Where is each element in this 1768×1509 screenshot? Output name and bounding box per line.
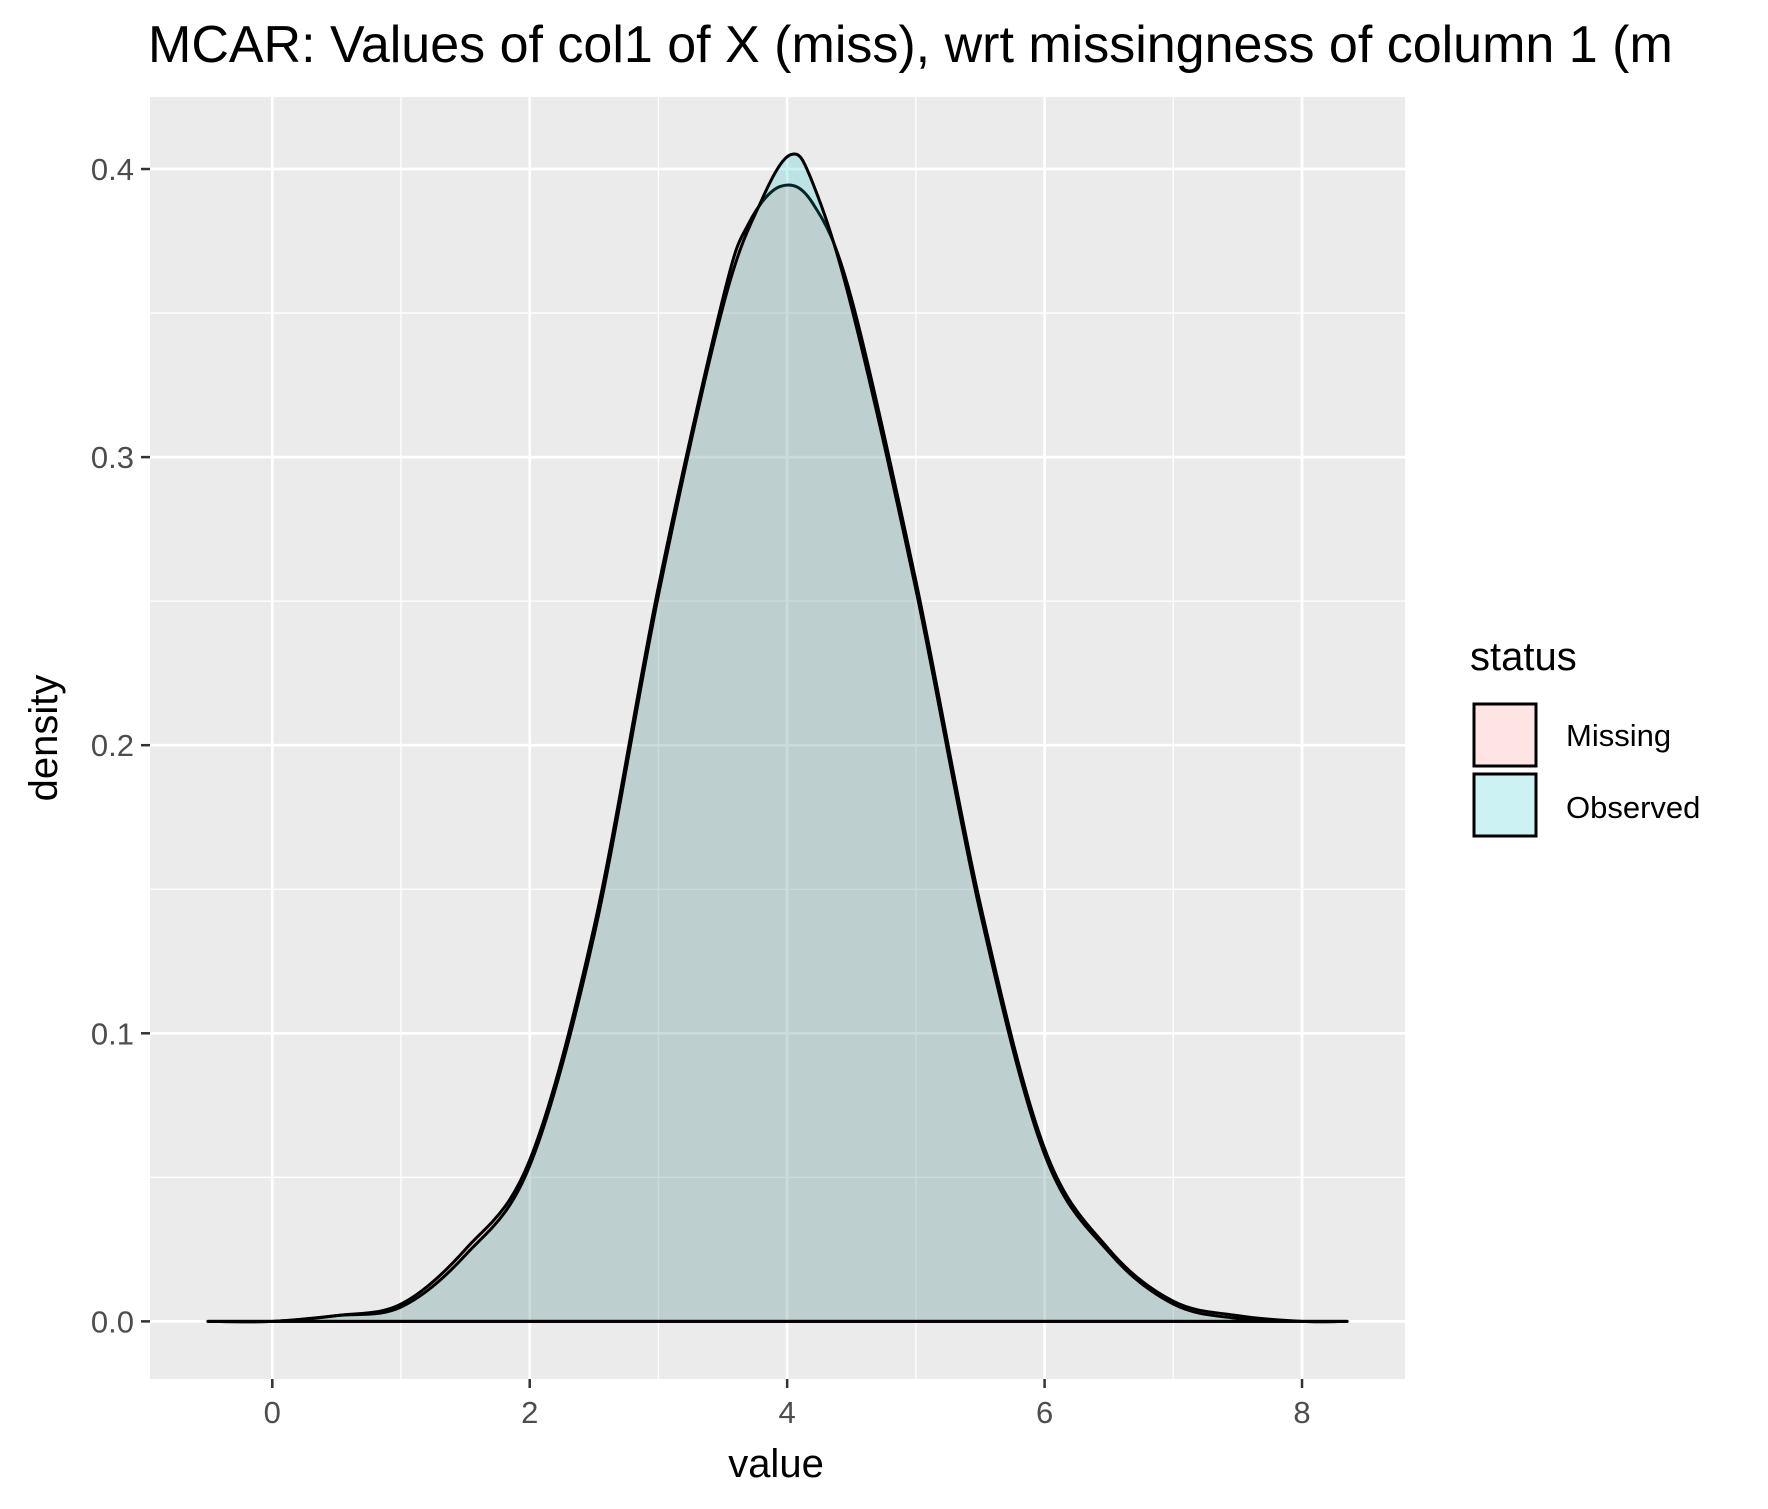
plot-panel xyxy=(150,97,1405,1379)
tick-labels: 0 2 4 6 8 0.0 0.1 0.2 0.3 0.4 xyxy=(91,152,1311,1430)
legend-key-missing xyxy=(1472,702,1538,768)
y-axis-title: density xyxy=(22,675,66,802)
chart-title: MCAR: Values of col1 of X (miss), wrt mi… xyxy=(148,16,1673,74)
x-tick-label: 0 xyxy=(264,1395,281,1430)
legend-label-observed: Observed xyxy=(1566,790,1700,825)
x-tick-label: 8 xyxy=(1293,1395,1310,1430)
axis-ticks xyxy=(141,167,1304,1388)
legend-key-missing-bg xyxy=(1472,702,1538,768)
legend-key-observed-bg xyxy=(1472,772,1538,838)
legend-key-observed xyxy=(1472,772,1538,838)
y-tick-label: 0.3 xyxy=(91,440,134,475)
minor-gridlines xyxy=(150,97,1405,1379)
y-tick-label: 0.4 xyxy=(91,152,134,187)
x-axis-title: value xyxy=(728,1442,824,1486)
legend-label-missing: Missing xyxy=(1566,718,1671,753)
y-tick-label: 0.1 xyxy=(91,1016,134,1051)
x-tick-label: 4 xyxy=(779,1395,796,1430)
y-tick-label: 0.2 xyxy=(91,728,134,763)
density-areas xyxy=(206,152,1349,1324)
legend: status Missing Observed xyxy=(1470,635,1700,838)
y-tick-label: 0.0 xyxy=(91,1304,134,1339)
density-area-missing xyxy=(206,183,1349,1324)
density-area-observed xyxy=(206,152,1349,1324)
legend-title: status xyxy=(1470,635,1577,679)
x-tick-label: 6 xyxy=(1036,1395,1053,1430)
x-tick-label: 2 xyxy=(521,1395,538,1430)
